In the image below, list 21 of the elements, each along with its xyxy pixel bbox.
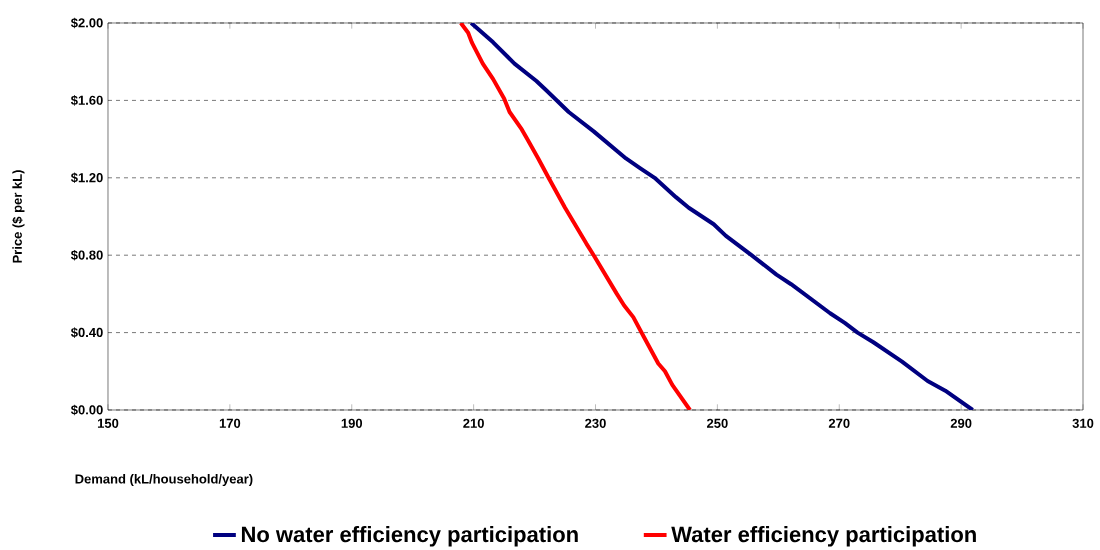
legend-label: Water efficiency participation: [671, 526, 976, 547]
y-tick-label: $0.40: [70, 327, 103, 338]
y-tick-label: $1.20: [70, 172, 103, 184]
y-tick-label: $1.60: [70, 95, 103, 106]
line-series: [469, 23, 975, 410]
y-axis-title: Price ($ per kL): [12, 170, 25, 263]
y-tick-label: $0.80: [70, 249, 103, 261]
x-tick-label: 290: [950, 418, 972, 428]
line-series: [458, 23, 692, 410]
x-tick-label: 170: [219, 418, 241, 428]
x-tick-label: 210: [463, 418, 484, 428]
x-tick-label: 250: [707, 418, 728, 428]
y-tick-label: $0.00: [70, 404, 103, 416]
x-tick-label: 150: [97, 418, 119, 428]
x-tick-label: 230: [585, 418, 606, 428]
x-tick-label: 310: [1072, 418, 1094, 428]
x-axis-title: Demand (kL/household/year): [75, 473, 253, 487]
legend-label: No water efficiency participation: [241, 526, 578, 547]
x-tick-label: 270: [828, 418, 850, 428]
x-tick-label: 190: [341, 418, 363, 428]
y-tick-label: $2.00: [70, 17, 103, 29]
